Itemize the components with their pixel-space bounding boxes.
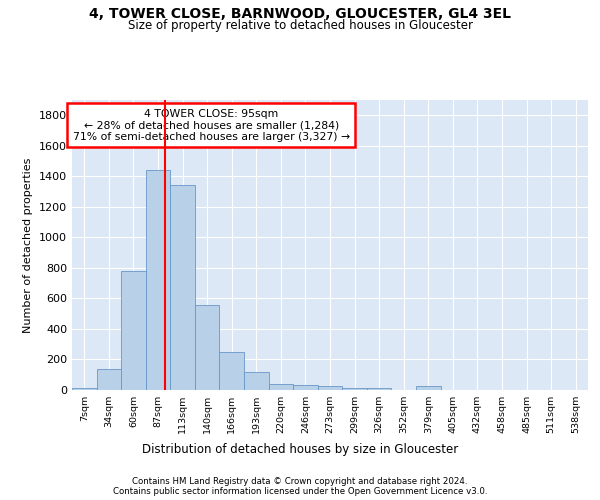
Bar: [72, 388, 97, 390]
Bar: [195, 304, 220, 390]
Bar: [146, 170, 170, 390]
Bar: [121, 271, 146, 390]
Bar: [416, 386, 440, 390]
Bar: [170, 186, 195, 390]
Bar: [97, 370, 121, 390]
Text: Contains public sector information licensed under the Open Government Licence v3: Contains public sector information licen…: [113, 488, 487, 496]
Y-axis label: Number of detached properties: Number of detached properties: [23, 158, 34, 332]
Text: 4, TOWER CLOSE, BARNWOOD, GLOUCESTER, GL4 3EL: 4, TOWER CLOSE, BARNWOOD, GLOUCESTER, GL…: [89, 8, 511, 22]
Bar: [220, 352, 244, 390]
Bar: [367, 388, 391, 390]
Text: Contains HM Land Registry data © Crown copyright and database right 2024.: Contains HM Land Registry data © Crown c…: [132, 478, 468, 486]
Text: 4 TOWER CLOSE: 95sqm
← 28% of detached houses are smaller (1,284)
71% of semi-de: 4 TOWER CLOSE: 95sqm ← 28% of detached h…: [73, 108, 350, 142]
Bar: [244, 372, 269, 390]
Bar: [318, 386, 342, 390]
Bar: [342, 388, 367, 390]
Bar: [293, 386, 318, 390]
Bar: [269, 384, 293, 390]
Text: Distribution of detached houses by size in Gloucester: Distribution of detached houses by size …: [142, 442, 458, 456]
Text: Size of property relative to detached houses in Gloucester: Size of property relative to detached ho…: [128, 19, 473, 32]
